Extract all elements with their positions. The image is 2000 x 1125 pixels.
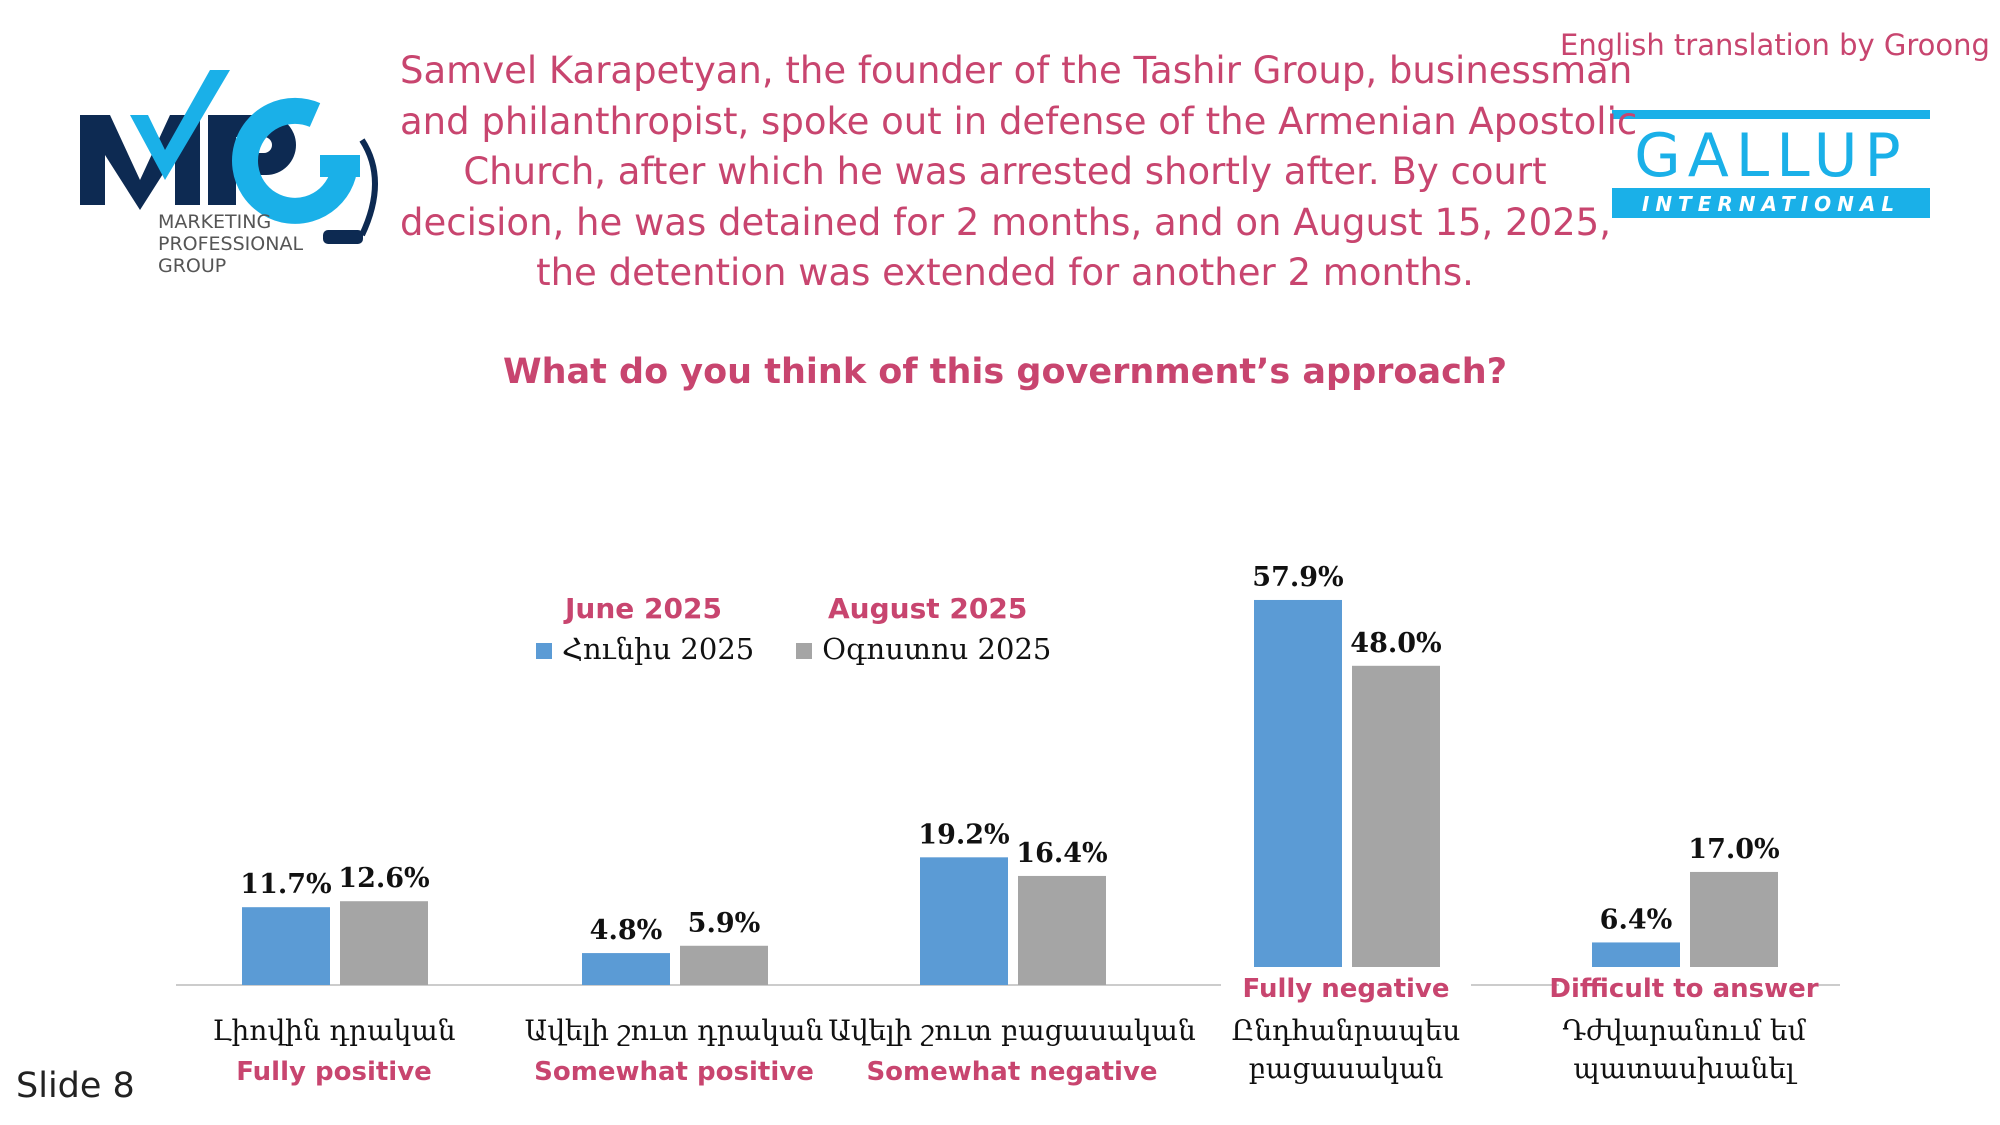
gallup-logo: GALLUP INTERNATIONAL (1612, 110, 1930, 218)
legend-item-june: Հունիս 2025 (536, 632, 754, 666)
intro-text: Samvel Karapetyan, the founder of the Ta… (400, 46, 1638, 299)
gallup-logo-name: GALLUP (1634, 121, 1908, 191)
category-label-hy-5: պատասխանել (1573, 1052, 1797, 1085)
bar-august-1 (340, 901, 428, 985)
data-label-june-1: 11.7% (240, 869, 331, 900)
data-label-june-4: 57.9% (1252, 562, 1343, 593)
intro-line: Church, after which he was arrested shor… (463, 150, 1547, 193)
intro-line: decision, he was detained for 2 months, … (400, 200, 1611, 244)
bar-june-4 (1254, 599, 1342, 985)
bar-june-2 (582, 953, 670, 985)
data-label-june-2: 4.8% (590, 915, 663, 946)
bar-august-5 (1690, 871, 1778, 985)
legend-august-label: Օգոստոս 2025 (822, 632, 1052, 666)
legend-june-label: Հունիս 2025 (562, 632, 755, 666)
category-label-hy-4: Ընդհանրապես (1232, 1014, 1461, 1047)
intro-line: the detention was extended for another 2… (536, 251, 1474, 294)
mpg-logo-line3: GROUP (158, 255, 226, 277)
question-title: What do you think of this government’s a… (502, 352, 1508, 392)
category-label-en-1: Fully positive (236, 1057, 432, 1087)
bar-june-3 (920, 857, 1008, 985)
category-label-hy-5: Դժվարանում եմ (1562, 1014, 1806, 1047)
legend-swatch-june (536, 643, 552, 659)
data-label-august-4: 48.0% (1350, 628, 1441, 659)
mpg-logo-line2: PROFESSIONAL (158, 233, 303, 255)
category-label-en-3: Somewhat negative (866, 1057, 1157, 1087)
category-label-hy-1: Լիովին դրական (212, 1014, 455, 1047)
data-label-august-1: 12.6% (338, 863, 429, 894)
mpg-logo-line1: MARKETING (158, 211, 271, 233)
legend: June 2025 August 2025 Հունիս 2025 Օգոստո… (530, 592, 1051, 672)
slide-number: Slide 8 (16, 1066, 135, 1106)
category-label-background (1221, 967, 1471, 1007)
category-label-hy-3: Ավելի շուտ բացասական (828, 1014, 1196, 1047)
category-label-en-5: Difficult to answer (1549, 974, 1818, 1004)
data-label-august-3: 16.4% (1016, 838, 1107, 869)
bar-august-2 (680, 945, 768, 985)
data-label-june-5: 6.4% (1600, 904, 1673, 935)
intro-line: Samvel Karapetyan, the founder of the Ta… (400, 49, 1633, 92)
mpg-logo: MARKETING PROFESSIONAL GROUP (80, 70, 378, 277)
legend-item-august: Օգոստոս 2025 (796, 632, 1051, 666)
legend-august-en: August 2025 (828, 592, 1028, 625)
gallup-logo-sub: INTERNATIONAL (1642, 192, 1900, 216)
bar-june-1 (242, 907, 330, 985)
legend-swatch-august (796, 643, 812, 659)
data-label-august-5: 17.0% (1688, 834, 1779, 865)
translation-credit: English translation by Groong (1560, 28, 1990, 62)
legend-june-en: June 2025 (565, 592, 722, 625)
category-label-hy-2: Ավելի շուտ դրական (525, 1014, 824, 1047)
intro-line: and philanthropist, spoke out in defense… (400, 99, 1638, 143)
category-label-en-2: Somewhat positive (534, 1057, 814, 1087)
category-label-background (1559, 967, 1809, 1007)
category-label-hy-4: բացասական (1249, 1052, 1444, 1085)
bar-august-3 (1018, 875, 1106, 985)
data-label-august-2: 5.9% (688, 908, 761, 939)
data-label-june-3: 19.2% (918, 819, 1009, 850)
bar-august-4 (1352, 665, 1440, 985)
category-label-en-4: Fully negative (1242, 974, 1449, 1004)
